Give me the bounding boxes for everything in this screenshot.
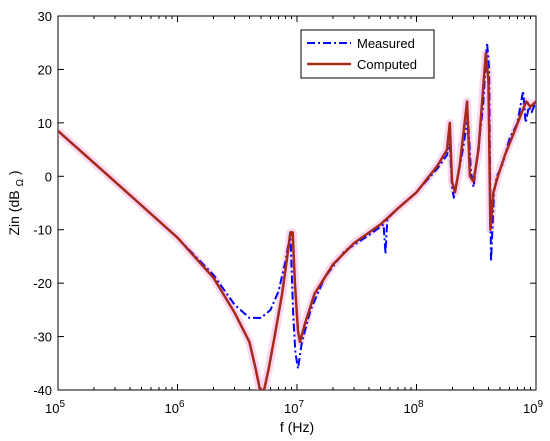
y-tick-label: 0 <box>45 169 52 184</box>
x-tick-label-base: 10 <box>523 401 537 416</box>
x-axis-label: f (Hz) <box>280 419 314 435</box>
y-tick-label: -10 <box>33 223 52 238</box>
minor-ticks <box>93 16 532 390</box>
y-tick-label: 20 <box>38 62 52 77</box>
x-tick-label-base: 10 <box>45 401 59 416</box>
x-tick-label-exponent: 5 <box>59 399 65 410</box>
major-ticks <box>57 15 537 391</box>
y-axis-label-subscript: Ω <box>15 179 26 187</box>
y-axis-label-close: ) <box>6 170 22 175</box>
x-tick-label-exponent: 7 <box>298 399 304 410</box>
x-tick-label: 109 <box>523 399 543 416</box>
series-layer <box>58 41 536 390</box>
y-axis-label-group: Zin (dB Ω ) <box>6 170 26 235</box>
legend-computed-label: Computed <box>357 57 417 72</box>
legend-measured-label: Measured <box>357 36 415 51</box>
y-tick-label: 10 <box>38 116 52 131</box>
x-tick-label: 108 <box>403 399 423 416</box>
x-tick-label-exponent: 8 <box>418 399 424 410</box>
x-tick-label-exponent: 9 <box>537 399 543 410</box>
x-tick-label-base: 10 <box>403 401 417 416</box>
legend-box <box>300 29 435 79</box>
y-axis-label: Zin (dB Ω ) <box>6 170 26 235</box>
y-tick-label: 30 <box>38 9 52 24</box>
y-tick-labels: 30 20 10 0 -10 -20 -30 -40 <box>33 9 52 398</box>
x-tick-label-base: 10 <box>164 401 178 416</box>
y-axis-label-main: Zin (dB <box>6 190 22 235</box>
legend: Measured Computed <box>300 29 435 79</box>
x-tick-label-base: 10 <box>284 401 298 416</box>
x-tick-label: 105 <box>45 399 65 416</box>
y-tick-label: -40 <box>33 383 52 398</box>
x-tick-label-exponent: 6 <box>179 399 185 410</box>
x-tick-labels: 105 106 107 108 109 <box>45 399 543 416</box>
x-tick-label: 106 <box>164 399 184 416</box>
computed-series-line <box>58 52 536 390</box>
y-tick-label: -20 <box>33 276 52 291</box>
y-tick-label: -30 <box>33 330 52 345</box>
x-tick-label: 107 <box>284 399 304 416</box>
